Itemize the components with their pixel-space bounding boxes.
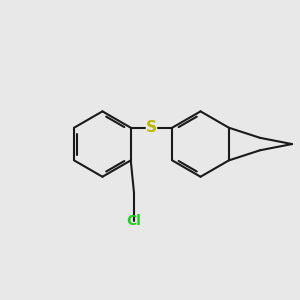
- Text: S: S: [146, 120, 157, 135]
- Text: Cl: Cl: [127, 214, 141, 228]
